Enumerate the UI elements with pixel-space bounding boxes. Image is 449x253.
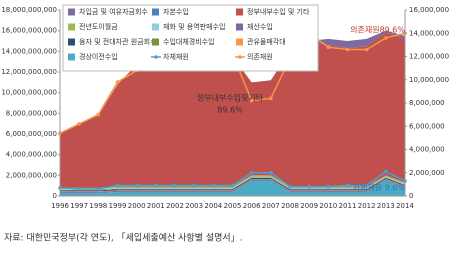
annotation: 의존재원89.6%: [350, 25, 405, 35]
x-tick-label: 1999: [109, 202, 127, 210]
marker: [154, 183, 158, 188]
x-tick-label: 2006: [243, 202, 261, 210]
y2-tick-label: 12,000,000: [409, 53, 449, 61]
legend-box: [62, 4, 319, 72]
x-tick-label: 2011: [339, 202, 357, 210]
marker: [364, 183, 369, 188]
legend-swatch: [152, 23, 159, 31]
marker: [249, 98, 254, 103]
x-tick-label: 2007: [262, 202, 280, 210]
legend-swatch: [68, 53, 75, 61]
area: [60, 30, 405, 135]
legend-label: 수입대체경비수입: [163, 37, 215, 46]
y-tick-label: 4,000,000,000: [6, 151, 57, 159]
legend-label: 차입금 및 여유자금회수: [79, 7, 148, 16]
y-tick-label: 8,000,000,000: [6, 109, 57, 117]
legend-swatch: [152, 8, 159, 16]
legend-swatch: [68, 8, 75, 16]
x-tick-label: 2008: [281, 202, 299, 210]
y2-tick-label: 10,000,000: [409, 76, 449, 84]
legend-swatch: [154, 55, 158, 59]
marker: [364, 47, 369, 52]
legend-label: 재산수입: [247, 22, 273, 31]
area: [60, 180, 405, 196]
annotation: 정부내부수입및기타: [197, 93, 264, 103]
y-tick-label: 12,000,000,000: [1, 68, 57, 76]
marker: [77, 122, 81, 126]
y-tick-label: 0: [53, 192, 57, 200]
axes: 0 2,000,000,000 4,000,000,000 6,000,000,000…: [1, 6, 449, 210]
legend-label: 융자 및 전대차관 원금회수: [79, 37, 157, 46]
marker: [249, 170, 254, 175]
marker: [345, 47, 350, 52]
x-tick-label: 2002: [166, 202, 184, 210]
y2-tick-label: 0: [409, 192, 413, 200]
marker: [134, 183, 139, 188]
legend-label: 자체재원: [163, 52, 189, 61]
marker: [384, 169, 388, 174]
legend-swatch: [68, 23, 75, 31]
legend-swatch: [238, 55, 242, 59]
x-tick-label: 2013: [377, 202, 395, 210]
x-tick-label: 2001: [147, 202, 165, 210]
marker: [96, 112, 101, 117]
marker: [173, 183, 177, 188]
x-tick-label: 2009: [300, 202, 318, 210]
x-tick-label: 2000: [128, 202, 146, 210]
x-tick-label: 2003: [185, 202, 203, 210]
y2-tick-label: 4,000,000: [409, 146, 445, 154]
y2-tick-label: 8,000,000: [409, 99, 445, 107]
x-tick-label: 2010: [319, 202, 337, 210]
x-tick-label: 1998: [89, 202, 107, 210]
legend-swatch: [236, 38, 243, 46]
marker: [326, 45, 331, 49]
marker: [288, 184, 292, 189]
source: 자료: 대한민국정부(각 연도), 「세입세출예산 사항별 설명서」.: [4, 232, 243, 244]
x-tick-label: 1996: [51, 202, 69, 210]
y-tick-label: 10,000,000,000: [1, 89, 57, 97]
y-tick-label: 16,000,000,000: [1, 27, 57, 35]
legend-label: 관유물매각대: [247, 37, 286, 46]
legend-label: 의존재원: [247, 52, 273, 61]
marker: [269, 170, 273, 175]
x-tick-label: 2004: [204, 202, 222, 210]
legend-swatch: [236, 23, 243, 31]
marker: [345, 183, 350, 188]
y2-tick-label: 2,000,000: [409, 169, 445, 177]
y2-tick-label: 16,000,000: [409, 6, 449, 14]
legend-label: 정부내부수입 및 기타: [247, 7, 310, 16]
marker: [115, 183, 120, 188]
marker: [384, 36, 388, 40]
y2-tick-label: 14,000,000: [409, 29, 449, 37]
legend-swatch: [236, 8, 243, 16]
marker: [115, 80, 120, 84]
legend-swatch: [152, 38, 159, 46]
marker: [326, 184, 331, 189]
y-tick-label: 6,000,000,000: [6, 130, 57, 138]
legend-label: 전년도이월금: [79, 22, 118, 31]
annotation: 자체재원 9.6%: [353, 183, 406, 193]
x-tick-label: 2005: [224, 202, 242, 210]
legend-swatch: [68, 38, 75, 46]
x-tick-label: 1997: [70, 202, 88, 210]
marker: [211, 183, 216, 188]
annotation: 89.6%: [217, 106, 243, 115]
marker: [307, 184, 311, 189]
marker: [269, 96, 273, 101]
y-tick-label: 14,000,000,000: [1, 47, 57, 55]
marker: [77, 187, 81, 191]
marker: [230, 183, 235, 188]
y-tick-label: 18,000,000,000: [1, 6, 57, 14]
marker: [96, 187, 101, 191]
marker: [192, 183, 196, 188]
legend-label: 자본수입: [163, 7, 189, 16]
legend-label: 경상이전수입: [79, 52, 118, 61]
legend-label: 재화 및 용역판매수입: [163, 22, 225, 31]
y-tick-label: 2,000,000,000: [6, 171, 57, 179]
x-tick-label: 2012: [358, 202, 376, 210]
y2-tick-label: 6,000,000: [409, 122, 445, 130]
x-tick-label: 2014: [396, 202, 414, 210]
